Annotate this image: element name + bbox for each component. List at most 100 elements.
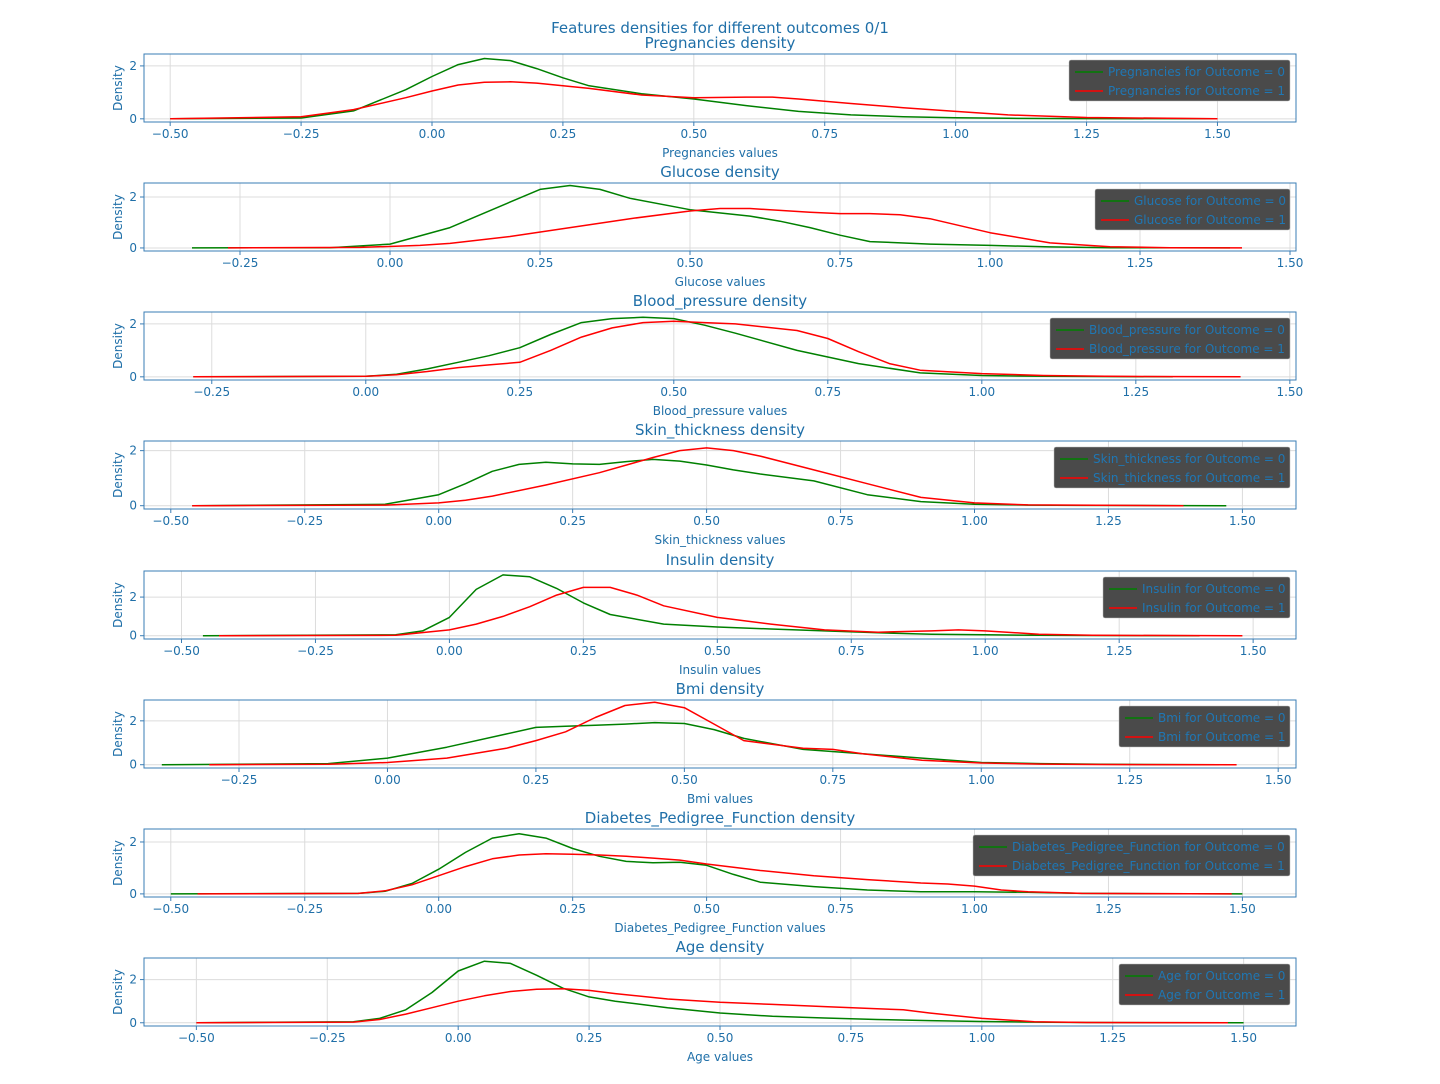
y-axis-label: Density xyxy=(111,65,125,111)
x-tick-label: 0.75 xyxy=(827,902,854,916)
x-tick-label: 1.50 xyxy=(1265,773,1292,787)
y-axis-label: Density xyxy=(111,582,125,628)
figure-title: Features densities for different outcome… xyxy=(551,19,889,37)
legend-box xyxy=(1118,705,1291,748)
subplot-6: Bmi density −0.25 0.00 0.25 0.50 0.75 1.00 1.25… xyxy=(111,680,1297,806)
x-tick-label: 0.25 xyxy=(576,1031,603,1045)
x-tick-label: 1.25 xyxy=(1095,514,1122,528)
outcome-0-density-line xyxy=(170,832,1243,895)
outcome-1-density-line xyxy=(209,701,1237,766)
y-tick-label: 0 xyxy=(129,629,137,643)
x-tick-label: 1.00 xyxy=(942,127,969,141)
outcome-0-density-line xyxy=(202,574,1200,637)
x-tick-label: 0.75 xyxy=(838,1031,865,1045)
x-tick-label: 0.75 xyxy=(827,514,854,528)
x-tick-label: 0.00 xyxy=(374,773,401,787)
x-tick-label: 1.50 xyxy=(1204,127,1231,141)
legend-label: Age for Outcome = 1 xyxy=(1158,988,1285,1002)
x-tick-label: −0.25 xyxy=(309,1031,346,1045)
legend: Skin_thickness for Outcome = 0 Skin_thick… xyxy=(1053,446,1291,489)
x-tick-label: 0.50 xyxy=(680,127,707,141)
y-axis-label: Density xyxy=(111,452,125,498)
x-tick-label: 0.50 xyxy=(693,902,720,916)
subplot-1: Pregnancies density −0.50 −0.25 0.00 0.25 0.5… xyxy=(111,34,1297,160)
legend-label: Glucose for Outcome = 1 xyxy=(1134,213,1286,227)
y-tick-label: 2 xyxy=(129,190,137,204)
x-tick-label: 1.50 xyxy=(1240,644,1267,658)
legend: Diabetes_Pedigree_Function for Outcome =… xyxy=(972,834,1291,877)
legend-label: Pregnancies for Outcome = 1 xyxy=(1108,84,1285,98)
legend-label: Bmi for Outcome = 1 xyxy=(1158,730,1285,744)
x-tick-label: 1.25 xyxy=(1073,127,1100,141)
legend-label: Insulin for Outcome = 0 xyxy=(1142,582,1286,596)
x-tick-label: 1.50 xyxy=(1230,1031,1257,1045)
x-tick-label: 0.50 xyxy=(693,514,720,528)
legend-label: Glucose for Outcome = 0 xyxy=(1134,194,1286,208)
outcome-0-density-line xyxy=(191,184,1231,249)
legend: Glucose for Outcome = 0 Glucose for Outco… xyxy=(1094,188,1291,231)
legend-label: Blood_pressure for Outcome = 1 xyxy=(1089,342,1285,356)
outcome-1-density-line xyxy=(218,586,1243,637)
x-axis-label: Pregnancies values xyxy=(662,146,778,160)
y-axis-label: Density xyxy=(111,194,125,240)
x-tick-label: 0.00 xyxy=(436,644,463,658)
outcome-1-density-line xyxy=(196,987,1228,1024)
axes-frame xyxy=(143,699,1297,769)
y-tick-label: 0 xyxy=(129,1016,137,1030)
legend: Age for Outcome = 0 Age for Outcome = 1 xyxy=(1118,963,1291,1006)
x-tick-label: 0.00 xyxy=(425,514,452,528)
subplot-7: Diabetes_Pedigree_Function density −0.50 −… xyxy=(111,809,1297,935)
legend-box xyxy=(1068,59,1291,102)
x-tick-label: 0.50 xyxy=(704,644,731,658)
y-tick-label: 0 xyxy=(129,758,137,772)
subplot-8: Age density −0.50 −0.25 0.00 0.25 0.50 0.75 1.0… xyxy=(111,938,1297,1064)
legend-box xyxy=(1118,963,1291,1006)
x-tick-label: −0.25 xyxy=(283,127,320,141)
y-tick-label: 0 xyxy=(129,370,137,384)
outcome-0-density-line xyxy=(170,57,1218,120)
x-tick-label: −0.50 xyxy=(178,1031,215,1045)
subplot-2: Glucose density −0.25 0.00 0.25 0.50 0.75 1.00… xyxy=(111,163,1303,289)
outcome-0-density-line xyxy=(161,721,1219,766)
x-tick-label: −0.25 xyxy=(286,902,323,916)
x-tick-label: 0.75 xyxy=(814,385,841,399)
x-tick-label: −0.50 xyxy=(152,902,189,916)
x-tick-label: 1.25 xyxy=(1099,1031,1126,1045)
x-tick-label: 0.00 xyxy=(425,902,452,916)
x-tick-label: −0.25 xyxy=(286,514,323,528)
x-axis-label: Insulin values xyxy=(679,663,761,677)
axes-frame xyxy=(143,957,1297,1027)
x-tick-label: 0.50 xyxy=(677,256,704,270)
x-tick-label: 0.25 xyxy=(523,773,550,787)
axes-frame xyxy=(143,570,1297,640)
legend-label: Diabetes_Pedigree_Function for Outcome =… xyxy=(1012,859,1285,873)
y-axis-label: Density xyxy=(111,323,125,369)
subplot-title: Pregnancies density xyxy=(645,34,796,52)
y-axis-label: Density xyxy=(111,840,125,886)
legend: Pregnancies for Outcome = 0 Pregnancies f… xyxy=(1068,59,1291,102)
x-tick-label: 0.75 xyxy=(827,256,854,270)
x-tick-label: −0.25 xyxy=(222,256,259,270)
legend: Blood_pressure for Outcome = 0 Blood_pres… xyxy=(1049,317,1291,360)
x-tick-label: 0.00 xyxy=(419,127,446,141)
subplot-title: Insulin density xyxy=(666,551,775,569)
outcome-1-density-line xyxy=(197,852,1232,895)
subplot-3: Blood_pressure density −0.25 0.00 0.25 0.50 0… xyxy=(111,292,1303,418)
x-tick-label: 1.00 xyxy=(961,514,988,528)
x-tick-label: 0.75 xyxy=(819,773,846,787)
x-tick-label: 0.50 xyxy=(660,385,687,399)
x-tick-label: −0.50 xyxy=(163,644,200,658)
legend-box xyxy=(1049,317,1291,360)
x-tick-label: 1.00 xyxy=(977,256,1004,270)
subplot-5: Insulin density −0.50 −0.25 0.00 0.25 0.50 0.7… xyxy=(111,551,1297,677)
y-tick-label: 0 xyxy=(129,241,137,255)
x-axis-label: Diabetes_Pedigree_Function values xyxy=(614,921,825,935)
legend-box xyxy=(1102,576,1291,619)
subplot-title: Skin_thickness density xyxy=(635,421,805,440)
x-axis-label: Glucose values xyxy=(675,275,766,289)
x-tick-label: 0.75 xyxy=(838,644,865,658)
axes-frame xyxy=(143,311,1297,381)
x-tick-label: 1.25 xyxy=(1116,773,1143,787)
